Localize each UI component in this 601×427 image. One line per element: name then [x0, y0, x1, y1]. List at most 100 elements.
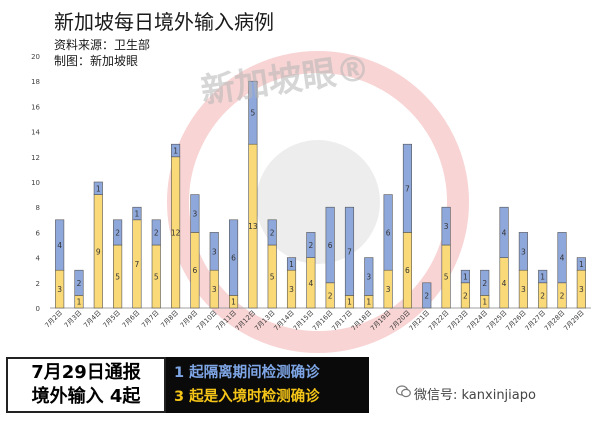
x-tick-label: 7月4日: [82, 309, 103, 330]
border-crossing-value-label: 7: [135, 260, 140, 269]
y-tick-label: 4: [36, 255, 41, 263]
border-crossing-value-label: 13: [248, 222, 258, 231]
y-tick-label: 2: [36, 280, 40, 288]
note-quarantine: 1 起隔离期间检测确诊: [174, 365, 320, 381]
border-crossing-value-label: 9: [96, 247, 101, 256]
y-tick-label: 8: [36, 204, 40, 212]
quarantine-bar: [286, 257, 297, 271]
y-tick-label: 0: [36, 305, 40, 313]
quarantine-bar: [132, 206, 142, 221]
quarantine-bar: [557, 232, 567, 284]
border-crossing-value-label: 2: [560, 291, 565, 300]
border-crossing-value-label: 12: [171, 228, 181, 237]
border-crossing-value-label: 6: [405, 266, 410, 275]
wechat-credit: 微信号: kanxinjiapo: [414, 388, 536, 403]
border-crossing-value-label: 4: [502, 279, 507, 288]
quarantine-bar: [248, 80, 258, 145]
quarantine-value-label: 3: [212, 247, 217, 256]
quarantine-bar: [325, 206, 335, 284]
quarantine-bar: [576, 257, 586, 271]
quarantine-bar: [480, 269, 490, 296]
quarantine-value-label: 3: [366, 273, 371, 282]
quarantine-value-label: 4: [560, 254, 565, 263]
wechat-icon: [396, 385, 411, 398]
quarantine-value-label: 2: [77, 279, 82, 288]
quarantine-bar: [171, 143, 181, 158]
border-crossing-value-label: 3: [212, 285, 217, 294]
quarantine-value-label: 6: [328, 241, 333, 250]
quarantine-value-label: 3: [521, 247, 526, 256]
quarantine-value-label: 1: [96, 184, 101, 193]
quarantine-bar: [55, 219, 65, 271]
quarantine-bar: [538, 269, 548, 284]
border-crossing-value-label: 3: [289, 285, 294, 294]
quarantine-bar: [93, 181, 103, 195]
quarantine-bar: [518, 232, 528, 271]
border-crossing-value-label: 3: [579, 285, 584, 294]
quarantine-value-label: 1: [173, 147, 178, 156]
y-tick-label: 14: [31, 129, 40, 137]
quarantine-value-label: 1: [135, 210, 140, 219]
border-crossing-value-label: 5: [270, 273, 275, 282]
border-crossing-value-label: 4: [308, 279, 313, 288]
border-crossing-value-label: 2: [463, 291, 468, 300]
quarantine-bar: [364, 257, 374, 296]
quarantine-bar: [344, 206, 355, 296]
quarantine-bar: [113, 219, 123, 246]
quarantine-value-label: 2: [154, 228, 159, 237]
report-count: 境外输入 4起: [31, 386, 141, 407]
quarantine-value-label: 1: [579, 260, 584, 269]
x-tick-label: 7月3日: [63, 309, 84, 330]
x-tick-label: 7月29日: [562, 309, 586, 333]
y-tick-label: 12: [31, 154, 40, 162]
quarantine-value-label: 6: [231, 254, 236, 263]
y-tick-label: 16: [31, 103, 40, 111]
quarantine-bar: [306, 232, 316, 258]
quarantine-bar: [151, 219, 161, 246]
quarantine-value-label: 2: [115, 228, 120, 237]
x-axis-labels: 7月2日7月3日7月4日7月5日7月6日7月7日7月8日7月9日7月10日7月1…: [43, 309, 585, 333]
quarantine-value-label: 7: [347, 247, 352, 256]
note-border: 3 起是入境时检测确诊: [174, 389, 320, 405]
quarantine-bar: [209, 232, 219, 271]
quarantine-value-label: 1: [289, 260, 294, 269]
quarantine-value-label: 2: [308, 241, 313, 250]
y-tick-label: 20: [31, 53, 40, 61]
border-crossing-value-label: 6: [193, 266, 198, 275]
quarantine-value-label: 2: [482, 279, 487, 288]
y-tick-label: 18: [31, 78, 40, 86]
source-line: 资料来源：卫生部: [54, 38, 151, 52]
y-tick-label: 10: [31, 179, 40, 187]
quarantine-bar: [402, 143, 412, 233]
quarantine-value-label: 5: [250, 109, 255, 118]
border-crossing-value-label: 1: [231, 298, 236, 307]
report-date: 7月29日通报: [31, 362, 141, 383]
border-crossing-value-label: 2: [328, 291, 333, 300]
x-tick-label: 7月6日: [121, 309, 142, 330]
border-crossing-value-label: 3: [386, 285, 391, 294]
quarantine-value-label: 1: [463, 273, 468, 282]
quarantine-bar: [460, 269, 470, 284]
border-crossing-value-label: 1: [482, 298, 487, 307]
border-crossing-value-label: 2: [540, 291, 545, 300]
quarantine-bar: [383, 194, 393, 271]
x-tick-label: 7月2日: [43, 309, 64, 330]
x-tick-label: 7月7日: [140, 309, 161, 330]
quarantine-bar: [74, 269, 84, 296]
quarantine-bar: [190, 194, 200, 233]
border-crossing-value-label: 5: [154, 273, 159, 282]
chart-title: 新加坡每日境外输入病例: [54, 10, 274, 34]
quarantine-value-label: 2: [270, 228, 275, 237]
border-crossing-value-label: 1: [366, 298, 371, 307]
border-crossing-value-label: 1: [347, 298, 352, 307]
border-crossing-value-label: 5: [444, 273, 449, 282]
quarantine-value-label: 3: [193, 210, 198, 219]
quarantine-value-label: 3: [444, 222, 449, 231]
quarantine-value-label: 1: [540, 273, 545, 282]
x-tick-label: 7月8日: [159, 309, 180, 330]
made-by-line: 制图：新加坡眼: [54, 54, 139, 68]
quarantine-value-label: 6: [386, 228, 391, 237]
y-tick-label: 6: [36, 229, 41, 237]
